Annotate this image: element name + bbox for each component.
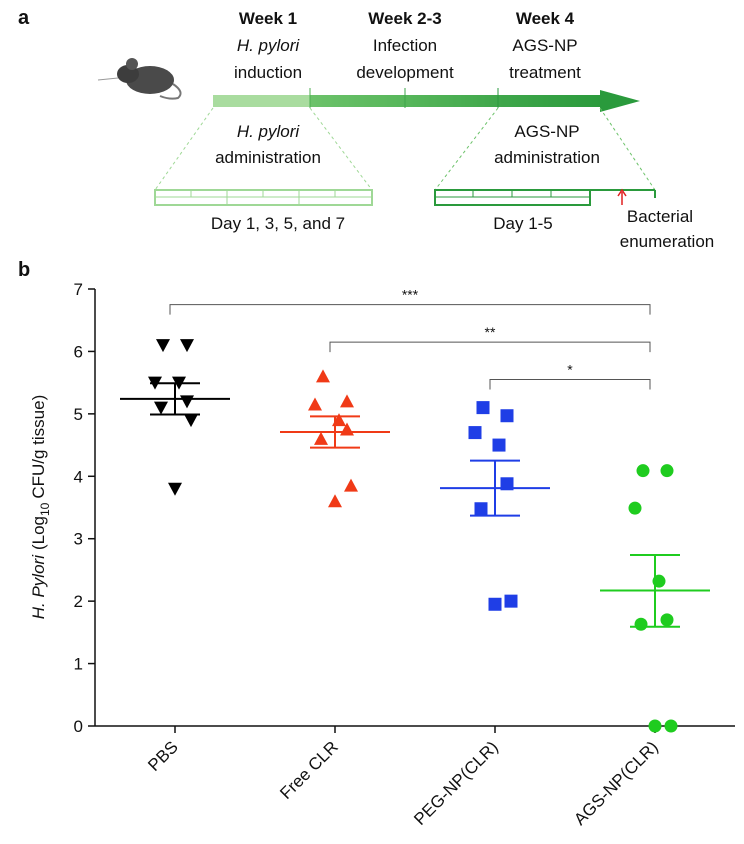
- note-text: H. pylori: [237, 122, 301, 141]
- point: [156, 339, 170, 353]
- significance-label: ***: [402, 287, 419, 303]
- mouse-icon: [97, 58, 182, 100]
- note-days: Day 1-5: [493, 214, 553, 233]
- x-tick-label: Free CLR: [276, 737, 342, 803]
- y-tick-label: 0: [74, 717, 83, 736]
- point: [468, 426, 482, 440]
- note-text: AGS-NP: [514, 122, 579, 141]
- enumeration-text: enumeration: [620, 232, 715, 251]
- stage-title: Week 2-3: [368, 9, 441, 28]
- point: [180, 395, 194, 409]
- stage-text: treatment: [509, 63, 581, 82]
- y-tick-label: 2: [74, 592, 83, 611]
- point: [476, 401, 490, 415]
- point: [308, 397, 322, 411]
- point: [664, 719, 678, 733]
- y-axis-label-part: (Log: [29, 516, 48, 550]
- significance-bracket: [169, 304, 651, 315]
- point: [316, 369, 330, 383]
- note-days: Day 1, 3, 5, and 7: [211, 214, 345, 233]
- point: [184, 414, 198, 428]
- stage-text: induction: [234, 63, 302, 82]
- point: [340, 394, 354, 408]
- note-text: administration: [494, 148, 600, 167]
- note-text: administration: [215, 148, 321, 167]
- panel-label: a: [18, 7, 30, 29]
- point: [648, 719, 662, 733]
- stage-text: development: [356, 63, 454, 82]
- y-tick-label: 5: [74, 405, 83, 424]
- enumeration-text: Bacterial: [627, 207, 693, 226]
- point: [660, 464, 674, 478]
- significance-bracket: [329, 341, 651, 353]
- stage-text: Infection: [373, 36, 437, 55]
- significance-label: *: [567, 362, 573, 378]
- right-zoom: [434, 107, 656, 206]
- y-axis-label: H. Pylori (Log10 CFU/g tissue): [29, 395, 52, 620]
- stage-title: Week 1: [239, 9, 297, 28]
- y-axis-label-part: CFU/g tissue): [29, 395, 48, 499]
- point: [500, 477, 514, 491]
- point: [660, 613, 674, 627]
- point: [328, 494, 342, 508]
- y-tick-label: 3: [74, 530, 83, 549]
- point: [180, 339, 194, 353]
- panel-label: b: [18, 259, 30, 281]
- stage-text: AGS-NP: [512, 36, 577, 55]
- y-tick-label: 4: [74, 467, 83, 486]
- point: [504, 594, 518, 608]
- x-tick-label: PBS: [144, 737, 181, 774]
- y-axis-label-part: 10: [38, 502, 52, 516]
- point: [636, 464, 650, 478]
- point: [500, 409, 514, 423]
- timeline-arrow: [213, 88, 640, 112]
- x-tick-label: PEG-NP(CLR): [410, 737, 502, 829]
- y-tick-label: 6: [74, 342, 83, 361]
- point: [488, 597, 502, 611]
- stage-title: Week 4: [516, 9, 575, 28]
- point: [628, 501, 642, 515]
- point: [154, 401, 168, 415]
- point: [474, 502, 488, 516]
- significance-label: **: [485, 324, 496, 340]
- significance-bracket: [489, 379, 651, 390]
- stage-text: H. pylori: [237, 36, 301, 55]
- point: [634, 617, 648, 631]
- y-tick-label: 7: [74, 280, 83, 299]
- left-zoom: [154, 107, 373, 206]
- point: [168, 482, 182, 496]
- point: [344, 478, 358, 492]
- y-axis-label-part: H. Pylori: [29, 554, 48, 619]
- point: [314, 431, 328, 445]
- y-tick-label: 1: [74, 655, 83, 674]
- point: [492, 438, 506, 452]
- x-tick-label: AGS-NP(CLR): [570, 737, 662, 829]
